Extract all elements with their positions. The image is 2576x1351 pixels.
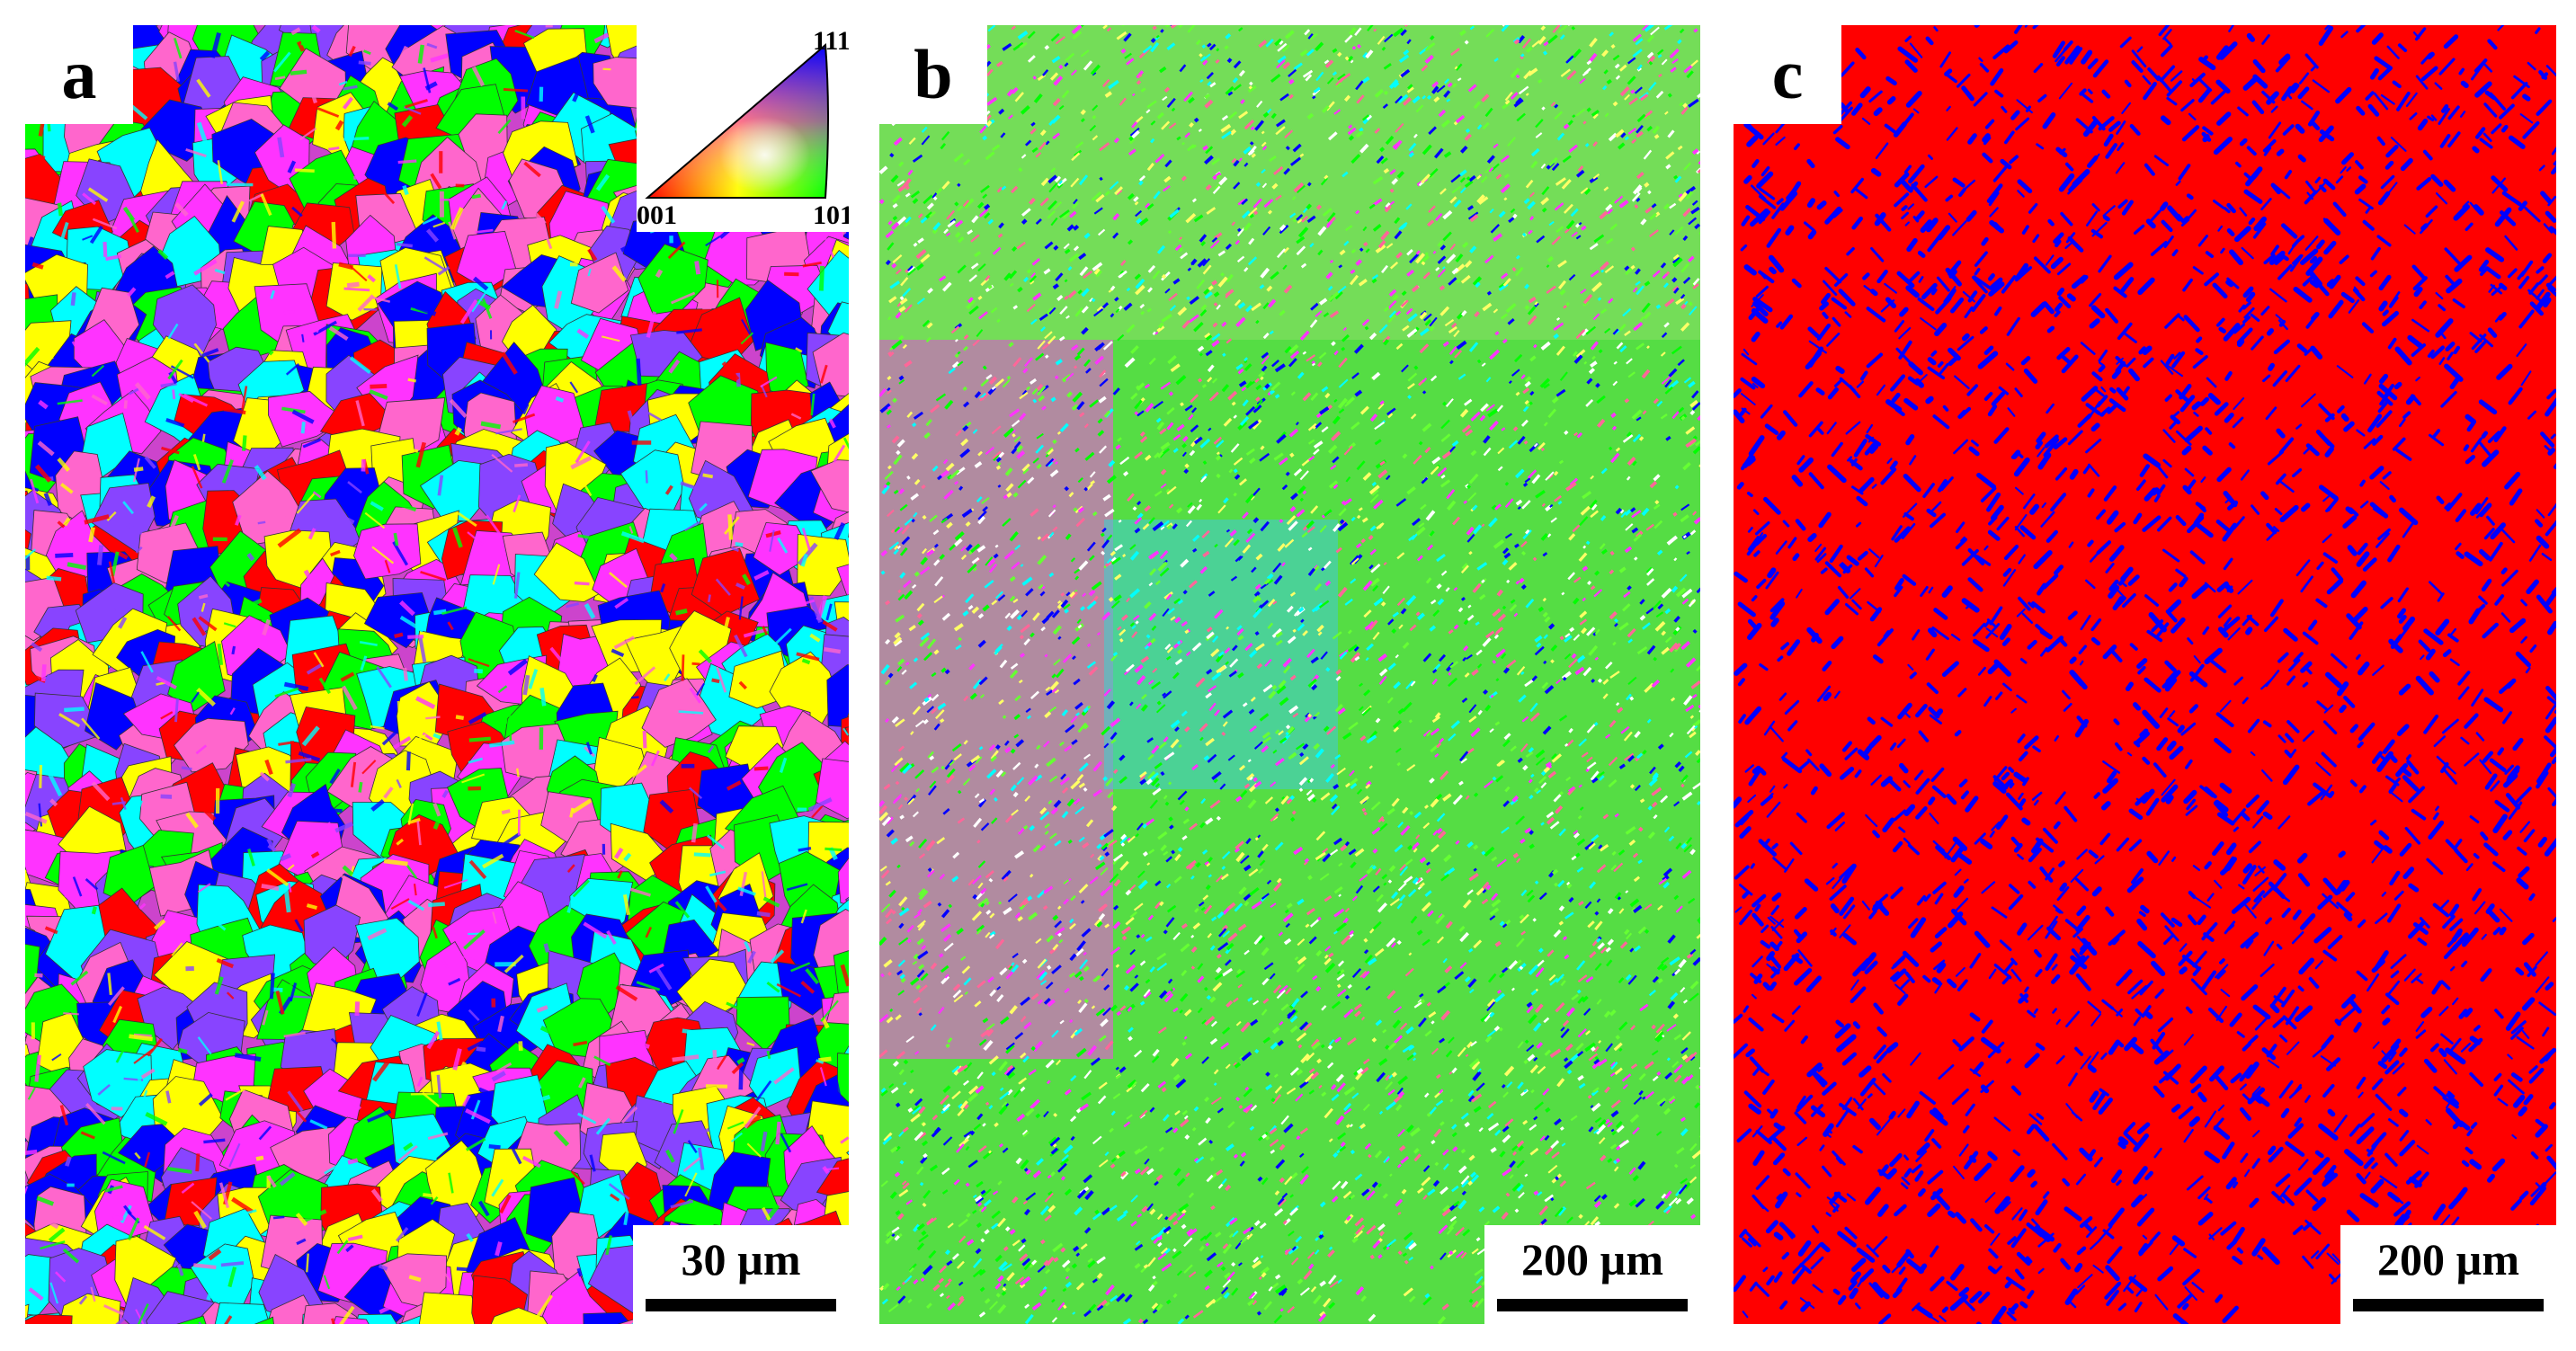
ipf-color-key: 111 001 101	[637, 25, 849, 232]
scale-bar-b: 200 µm	[1484, 1225, 1700, 1324]
ipf-label-001: 001	[637, 200, 677, 230]
scale-bar-label-a: 30 µm	[681, 1234, 801, 1284]
scale-bar-label-b: 200 µm	[1521, 1234, 1663, 1284]
ebsd-ipf-map-b: b 200 µm	[879, 25, 1700, 1324]
ebsd-phase-map-c: c 200 µm	[1734, 25, 2556, 1324]
panel-label-a: a	[25, 25, 133, 124]
phase-map-c	[1734, 25, 2556, 1324]
scale-bar-a: 30 µm	[633, 1225, 849, 1324]
ebsd-ipf-map-a: a	[25, 25, 849, 1324]
scale-bar-c: 200 µm	[2340, 1225, 2556, 1324]
panel-label-b: b	[879, 25, 987, 124]
panel-label-c: c	[1734, 25, 1841, 124]
ipf-triangle-icon	[645, 42, 829, 199]
ipf-label-111: 111	[813, 26, 849, 56]
scale-bar-line-b	[1497, 1299, 1688, 1311]
scale-bar-line-c	[2353, 1299, 2544, 1311]
ipf-label-101: 101	[813, 200, 849, 230]
ipf-orientation-map-b	[879, 25, 1700, 1324]
scale-bar-label-c: 200 µm	[2377, 1234, 2519, 1284]
scale-bar-line-a	[646, 1299, 836, 1311]
